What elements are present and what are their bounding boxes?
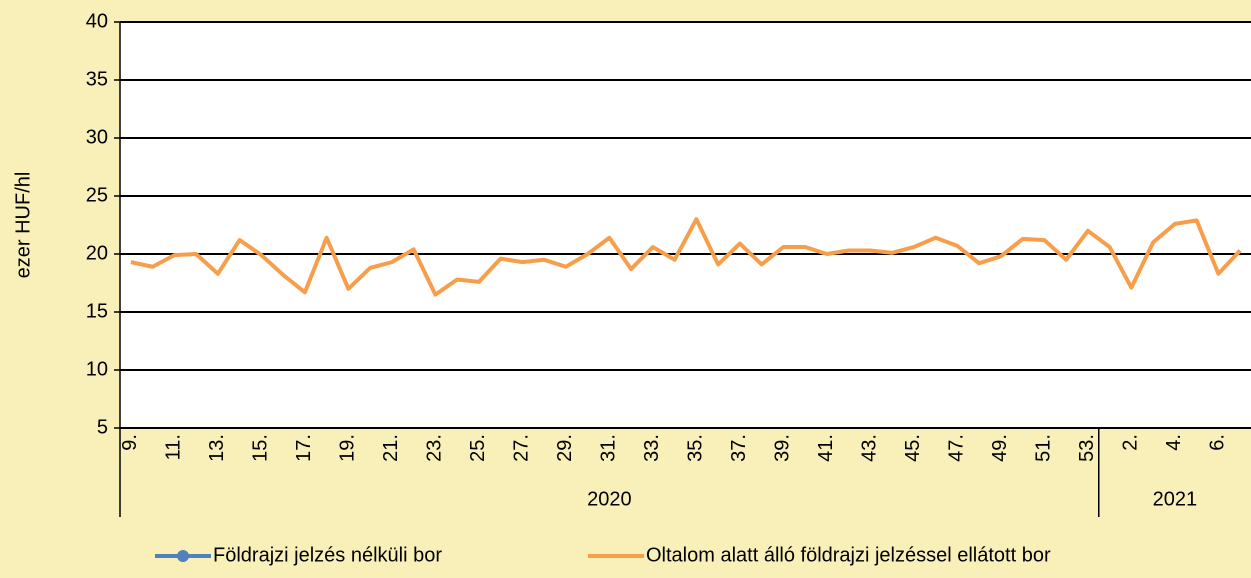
y-tick-label: 30	[86, 126, 108, 148]
y-tick-label: 10	[86, 358, 108, 380]
x-tick-label: 17.	[293, 434, 315, 462]
x-tick-label: 13.	[206, 434, 228, 462]
x-tick-label: 51.	[1033, 434, 1055, 462]
x-tick-label: 45.	[902, 434, 924, 462]
y-tick-label: 15	[86, 300, 108, 322]
x-tick-label: 29.	[554, 434, 576, 462]
x-tick-label: 39.	[772, 434, 794, 462]
x-tick-label: 19.	[337, 434, 359, 462]
x-tick-label: 37.	[728, 434, 750, 462]
x-tick-label: 49.	[989, 434, 1011, 462]
x-group-label: 2021	[1153, 488, 1198, 510]
y-tick-label: 20	[86, 242, 108, 264]
x-group-label: 2020	[587, 488, 632, 510]
x-tick-label: 53.	[1076, 434, 1098, 462]
x-tick-label: 21.	[380, 434, 402, 462]
x-tick-label: 27.	[511, 434, 533, 462]
x-tick-label: 33.	[641, 434, 663, 462]
x-tick-label: 25.	[467, 434, 489, 462]
x-tick-label: 31.	[598, 434, 620, 462]
y-axis-label: ezer HUF/hl	[12, 172, 34, 279]
x-tick-label: 9.	[119, 434, 141, 451]
x-tick-label: 47.	[946, 434, 968, 462]
legend-label: Oltalom alatt álló földrajzi jelzéssel e…	[646, 544, 1051, 566]
x-tick-label: 43.	[859, 434, 881, 462]
y-tick-label: 40	[86, 10, 108, 32]
legend-marker	[177, 550, 189, 562]
x-tick-label: 6.	[1207, 434, 1229, 451]
x-tick-label: 23.	[424, 434, 446, 462]
series-line	[130, 217, 1242, 297]
x-tick-label: 41.	[815, 434, 837, 462]
legend-label: Földrajzi jelzés nélküli bor	[213, 544, 442, 566]
y-tick-label: 25	[86, 184, 108, 206]
plot-area	[120, 22, 1251, 428]
y-tick-label: 35	[86, 68, 108, 90]
x-tick-label: 35.	[685, 434, 707, 462]
x-tick-label: 15.	[250, 434, 272, 462]
y-tick-label: 5	[97, 416, 108, 438]
x-tick-label: 11.	[163, 434, 185, 460]
x-tick-label: 4.	[1163, 434, 1185, 451]
x-tick-label: 2.	[1120, 434, 1142, 451]
